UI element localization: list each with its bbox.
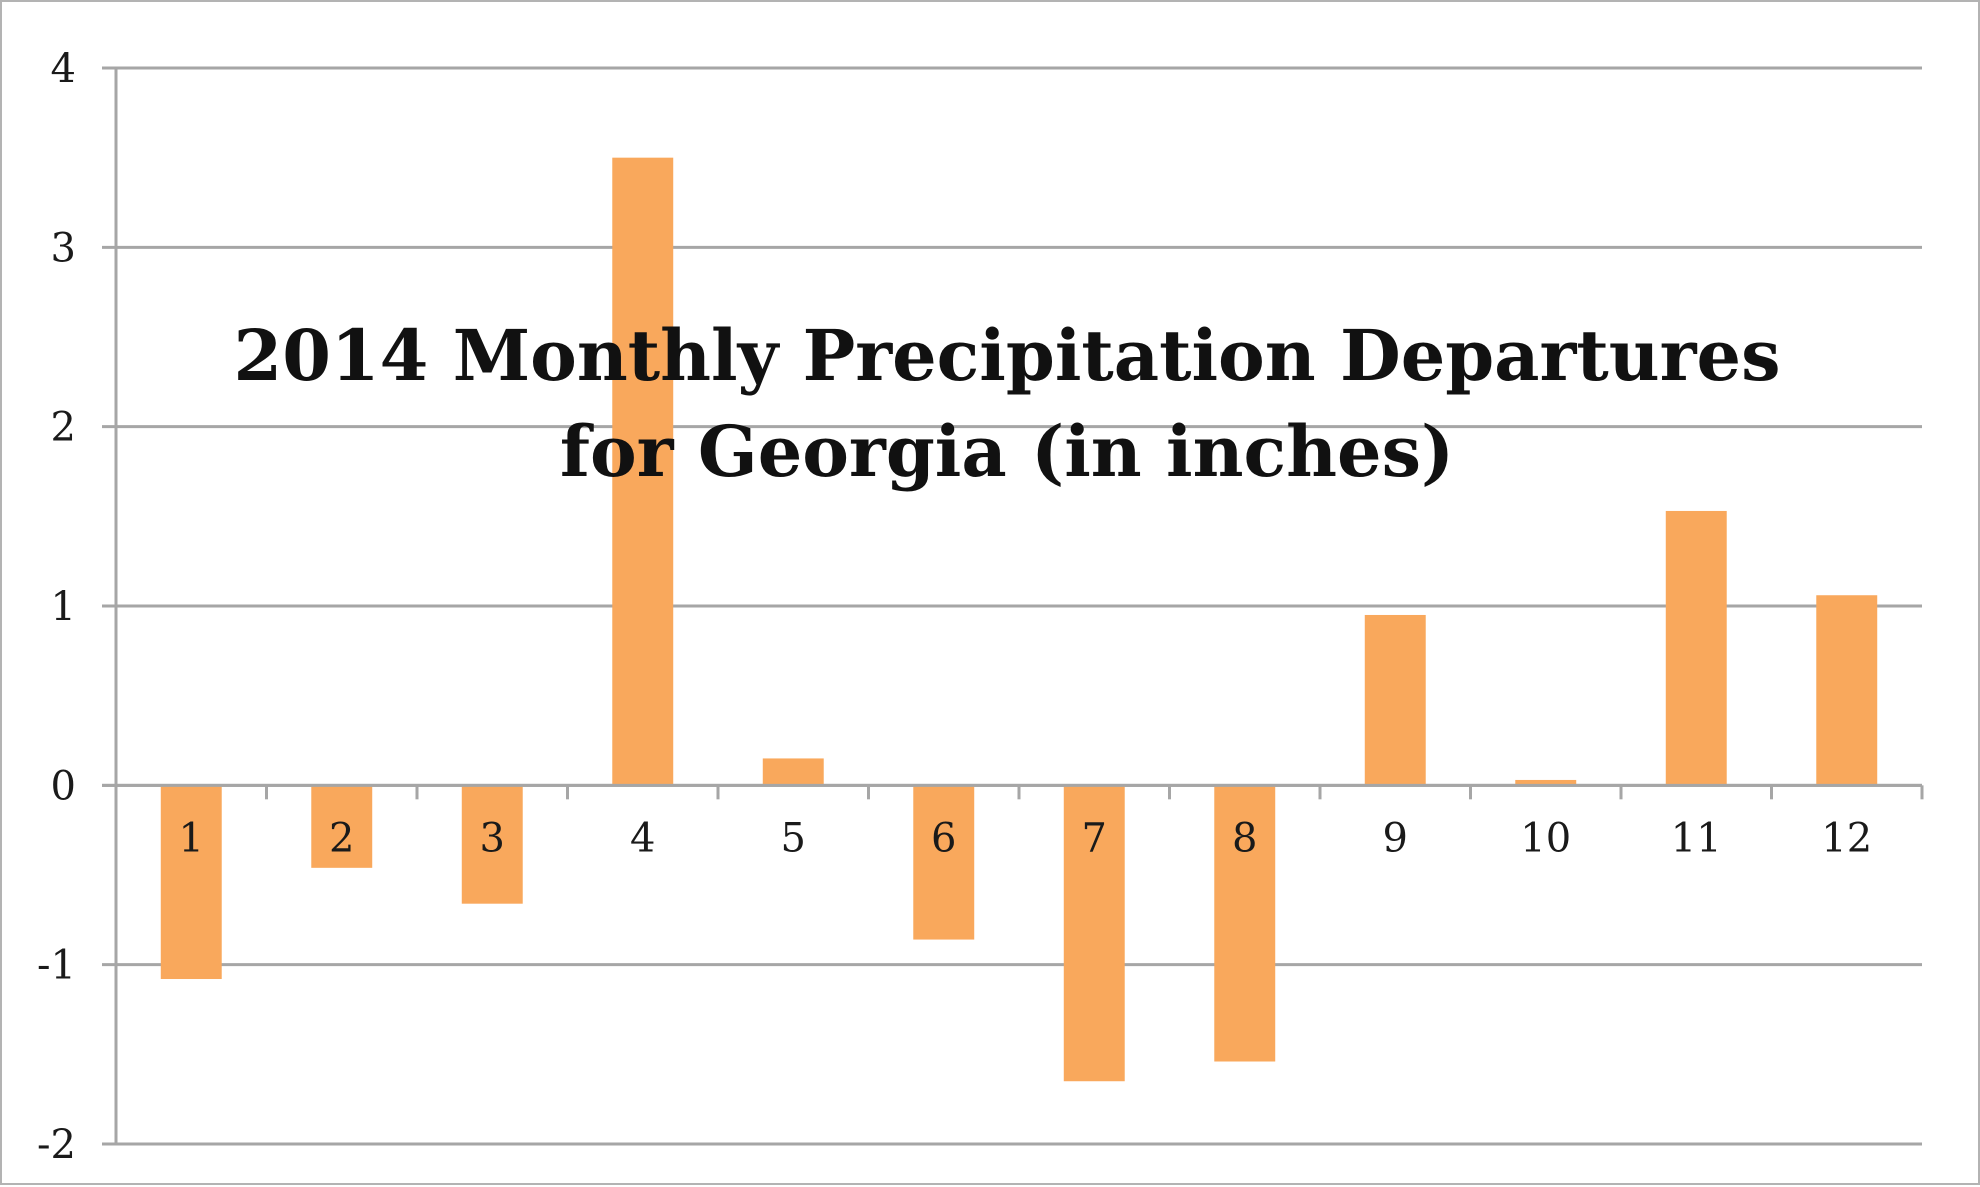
y-tick-label: 4 — [51, 46, 76, 92]
x-tick-label: 2 — [329, 815, 354, 861]
x-tick-label: 12 — [1821, 815, 1872, 861]
bar-9 — [1364, 614, 1426, 786]
x-tick-label: 4 — [630, 815, 655, 861]
x-tick-label: 9 — [1383, 815, 1408, 861]
gridlines — [102, 66, 1922, 1146]
x-tick-label: 3 — [480, 815, 505, 861]
bar-7 — [1063, 785, 1125, 1082]
x-tick-label: 11 — [1671, 815, 1722, 861]
y-tick-label: -2 — [37, 1122, 76, 1168]
y-tick-labels: 4 3 2 1 0 -1 -2 — [37, 46, 76, 1168]
x-tick-label: 7 — [1082, 815, 1107, 861]
y-tick-label: 1 — [51, 584, 76, 630]
bar-8 — [1214, 785, 1276, 1062]
y-tick-label: 2 — [51, 405, 76, 451]
y-tick-label: -1 — [37, 943, 76, 989]
chart-title-line-2: for Georgia (in inches) — [560, 410, 1454, 493]
x-tick-label: 10 — [1520, 815, 1571, 861]
x-tick-label: 6 — [931, 815, 956, 861]
chart-title-line-1: 2014 Monthly Precipitation Departures — [234, 314, 1781, 397]
axes — [102, 68, 1924, 1144]
bar-12 — [1816, 595, 1878, 786]
x-tick-label: 5 — [781, 815, 806, 861]
bar-4 — [612, 157, 674, 786]
bar-3 — [461, 785, 523, 904]
bars — [160, 157, 1878, 1082]
y-tick-label: 3 — [51, 225, 76, 271]
bar-6 — [913, 785, 975, 940]
bar-2 — [311, 785, 373, 868]
y-tick-label: 0 — [51, 763, 76, 809]
bar-5 — [762, 758, 824, 786]
bar-1 — [160, 785, 222, 980]
x-tick-labels: 1 2 3 4 5 6 7 8 9 10 11 12 — [179, 815, 1873, 861]
x-tick-label: 1 — [179, 815, 204, 861]
x-tick-label: 8 — [1232, 815, 1257, 861]
bar-11 — [1665, 510, 1727, 786]
chart-title: 2014 Monthly Precipitation Departures fo… — [234, 314, 1781, 493]
bar-10 — [1515, 779, 1577, 786]
